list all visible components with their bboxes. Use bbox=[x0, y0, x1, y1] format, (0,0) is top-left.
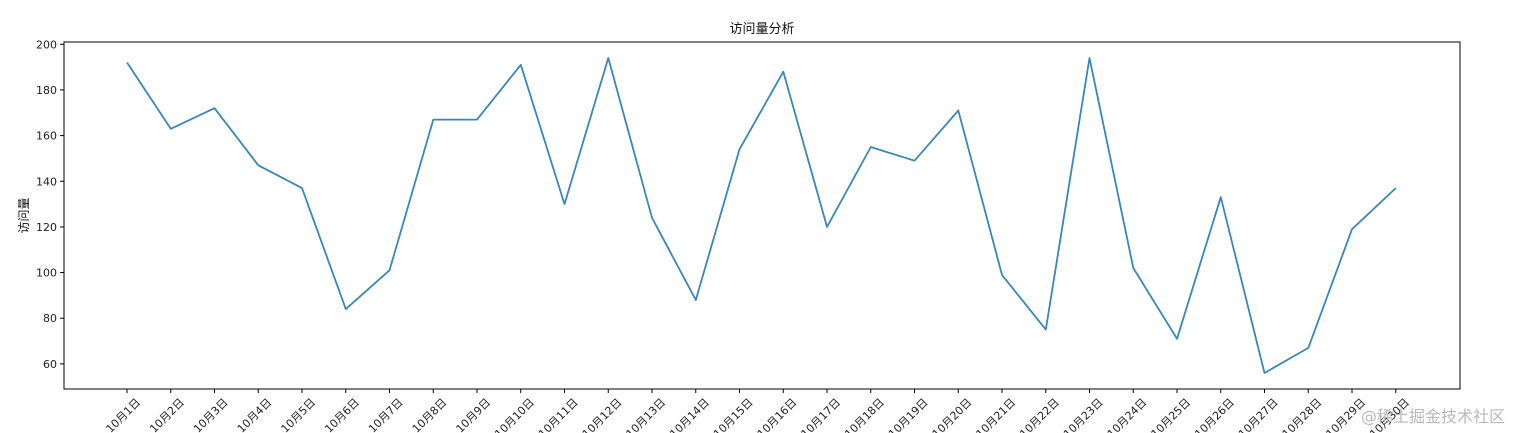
x-tick-label: 10月2日 bbox=[147, 396, 187, 433]
x-tick-label: 10月16日 bbox=[755, 396, 800, 433]
x-tick-label: 10月12日 bbox=[580, 396, 625, 433]
plot-frame bbox=[63, 41, 1461, 390]
x-tick-label: 10月5日 bbox=[279, 396, 319, 433]
x-tick-label: 10月8日 bbox=[410, 396, 450, 433]
x-tick-label: 10月4日 bbox=[235, 396, 275, 433]
y-tick-label: 160 bbox=[36, 130, 57, 143]
watermark: @稀土掘金技术社区 bbox=[1360, 407, 1505, 426]
x-tick-label: 10月21日 bbox=[974, 396, 1019, 433]
x-tick-label: 10月19日 bbox=[886, 396, 931, 433]
x-tick-label: 10月15日 bbox=[711, 396, 756, 433]
y-tick-label: 100 bbox=[36, 267, 57, 280]
y-tick-label: 140 bbox=[36, 175, 57, 188]
x-tick-label: 10月20日 bbox=[930, 396, 975, 433]
y-tick-label: 180 bbox=[36, 84, 57, 97]
x-tick-label: 10月14日 bbox=[667, 396, 712, 433]
y-tick-label: 80 bbox=[43, 312, 57, 325]
x-tick-label: 10月26日 bbox=[1192, 396, 1237, 433]
x-tick-label: 10月18日 bbox=[842, 396, 887, 433]
x-tick-label: 10月24日 bbox=[1105, 396, 1150, 433]
chart-title: 访问量分析 bbox=[729, 22, 794, 37]
y-tick-label: 120 bbox=[36, 221, 57, 234]
y-tick-label: 200 bbox=[36, 38, 57, 51]
x-tick-label: 10月23日 bbox=[1061, 396, 1106, 433]
x-axis-ticks: 10月1日 10月2日 10月3日 10月4日 10月5日 10月6日 10月7日 10月8日… bbox=[104, 389, 1412, 433]
x-tick-label: 10月10日 bbox=[492, 396, 537, 433]
y-axis-label: 访问量 bbox=[17, 197, 31, 233]
x-tick-label: 10月7日 bbox=[366, 396, 406, 433]
x-tick-label: 10月22日 bbox=[1017, 396, 1062, 433]
x-tick-label: 10月1日 bbox=[104, 396, 144, 433]
series-line bbox=[126, 57, 1397, 374]
x-tick-label: 10月3日 bbox=[191, 396, 231, 433]
x-tick-label: 10月27日 bbox=[1236, 396, 1281, 433]
x-tick-label: 10月6日 bbox=[322, 396, 362, 433]
x-tick-label: 10月17日 bbox=[799, 396, 844, 433]
x-tick-label: 10月9日 bbox=[454, 396, 494, 433]
x-tick-label: 10月11日 bbox=[536, 396, 581, 433]
x-tick-label: 10月28日 bbox=[1280, 396, 1325, 433]
y-tick-label: 60 bbox=[43, 358, 57, 371]
x-tick-label: 10月13日 bbox=[624, 396, 669, 433]
y-axis-ticks: 60 80 100 120 140 160 180 200 bbox=[36, 38, 64, 371]
x-tick-label: 10月25日 bbox=[1149, 396, 1194, 433]
